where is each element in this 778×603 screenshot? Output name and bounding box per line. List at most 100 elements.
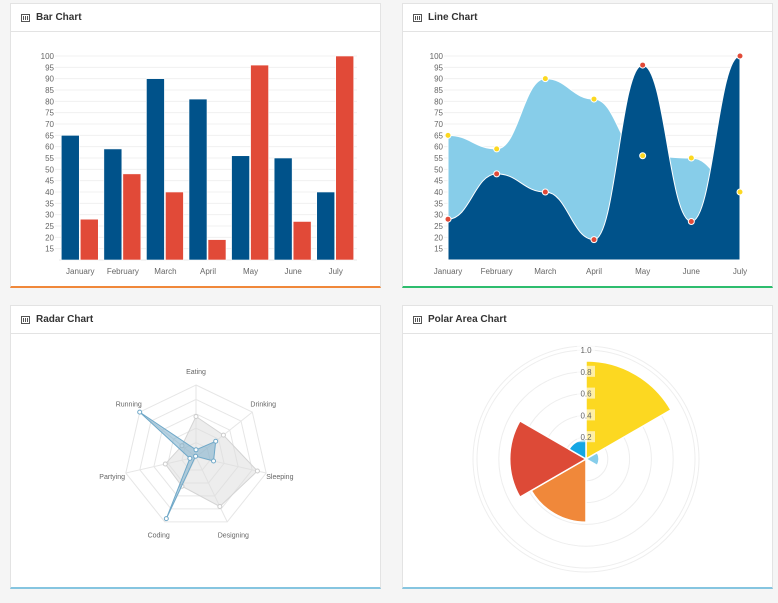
data-point bbox=[590, 95, 598, 103]
data-point bbox=[493, 170, 501, 178]
polar-segment bbox=[530, 457, 587, 523]
data-point bbox=[163, 516, 169, 522]
x-tick-label: March bbox=[534, 267, 556, 276]
grid-ring bbox=[153, 413, 239, 497]
data-point bbox=[541, 75, 549, 83]
bar-chart-panel: Bar Chart 15 20 25 30 35 40 45 50 55 60 65 70 75 80 85… bbox=[10, 3, 381, 288]
tick-backdrop bbox=[577, 365, 595, 377]
y-tick-label: 45 bbox=[45, 177, 54, 186]
polar-chart-panel: Polar Area Chart 0.2 0.4 0.6 0.8 1.0 bbox=[402, 305, 773, 589]
r-tick-label: 1.0 bbox=[580, 346, 592, 355]
y-tick-label: 25 bbox=[45, 222, 54, 231]
y-tick-label: 90 bbox=[434, 75, 443, 84]
radar-chart-panel: Radar Chart Eating Drinking Sleeping Design… bbox=[10, 305, 381, 589]
y-tick-label: 55 bbox=[45, 154, 54, 163]
y-tick-label: 25 bbox=[434, 222, 443, 231]
x-tick-label: March bbox=[154, 267, 176, 276]
bar-chart-icon bbox=[21, 315, 30, 324]
x-tick-label: February bbox=[107, 267, 139, 276]
series-area bbox=[447, 55, 741, 261]
data-point bbox=[444, 215, 452, 223]
y-tick-label: 100 bbox=[41, 52, 55, 61]
bar bbox=[207, 239, 227, 261]
bar bbox=[146, 78, 165, 261]
y-tick-label: 45 bbox=[434, 177, 443, 186]
bar-chart-icon bbox=[21, 13, 30, 22]
tick-backdrop bbox=[577, 344, 595, 355]
r-tick-label: 0.2 bbox=[580, 433, 592, 442]
y-tick-label: 35 bbox=[45, 199, 54, 208]
x-tick-label: January bbox=[66, 267, 94, 276]
y-tick-label: 15 bbox=[45, 245, 54, 254]
y-tick-label: 75 bbox=[434, 109, 443, 118]
panel-title: Polar Area Chart bbox=[428, 314, 507, 325]
bar bbox=[316, 191, 336, 261]
data-point bbox=[137, 409, 143, 415]
y-tick-label: 95 bbox=[45, 63, 54, 72]
data-point bbox=[213, 438, 219, 444]
y-tick-label: 70 bbox=[45, 120, 54, 129]
y-tick-label: 50 bbox=[434, 165, 443, 174]
polar-area-chart: 0.2 0.4 0.6 0.8 1.0 bbox=[472, 344, 700, 573]
panel-header: Line Chart bbox=[403, 4, 772, 32]
data-point bbox=[590, 236, 598, 244]
tick-backdrop bbox=[577, 387, 595, 399]
y-tick-label: 75 bbox=[45, 109, 54, 118]
axis-label: Coding bbox=[148, 532, 170, 539]
radar-chart: Eating Drinking Sleeping Designing Coding Par… bbox=[99, 369, 293, 539]
y-tick-label: 60 bbox=[434, 143, 443, 152]
x-tick-label: July bbox=[733, 267, 747, 276]
y-tick-label: 65 bbox=[434, 131, 443, 140]
data-point bbox=[187, 455, 193, 461]
polar-segment bbox=[585, 360, 672, 461]
data-point bbox=[162, 461, 168, 467]
y-tick-label: 20 bbox=[45, 233, 54, 242]
x-tick-label: May bbox=[635, 267, 650, 276]
panel-header: Polar Area Chart bbox=[403, 306, 772, 334]
bar bbox=[60, 135, 80, 261]
x-tick-label: July bbox=[329, 267, 343, 276]
bar-chart: 15 20 25 30 35 40 45 50 55 60 65 70 75 80 85 90 95 100 Jan… bbox=[41, 52, 357, 276]
data-point bbox=[193, 453, 199, 459]
y-tick-label: 20 bbox=[434, 233, 443, 242]
data-point bbox=[493, 145, 501, 153]
r-tick-label: 0.4 bbox=[580, 411, 592, 420]
y-tick-label: 30 bbox=[45, 211, 54, 220]
bar bbox=[188, 98, 208, 261]
y-tick-label: 95 bbox=[434, 63, 443, 72]
y-tick-label: 70 bbox=[434, 120, 443, 129]
y-tick-label: 100 bbox=[430, 52, 444, 61]
axis-label: Partying bbox=[99, 474, 125, 481]
data-point bbox=[254, 468, 260, 474]
x-tick-label: April bbox=[200, 267, 216, 276]
data-point bbox=[211, 458, 217, 464]
data-point bbox=[193, 414, 199, 419]
data-point bbox=[639, 61, 647, 69]
bar bbox=[292, 221, 312, 261]
axis-label: Designing bbox=[218, 532, 249, 539]
panel-title: Bar Chart bbox=[36, 12, 82, 23]
series-area bbox=[139, 411, 217, 519]
x-tick-label: February bbox=[481, 267, 513, 276]
x-tick-label: June bbox=[683, 267, 701, 276]
bar bbox=[250, 64, 269, 261]
polar-segment bbox=[509, 419, 588, 499]
y-tick-label: 15 bbox=[434, 245, 443, 254]
r-tick-label: 0.8 bbox=[580, 368, 592, 377]
bar bbox=[231, 155, 250, 261]
data-point bbox=[541, 188, 549, 196]
y-tick-label: 90 bbox=[45, 75, 54, 84]
x-tick-label: June bbox=[284, 267, 302, 276]
panel-title: Line Chart bbox=[428, 12, 478, 23]
y-tick-label: 40 bbox=[434, 188, 443, 197]
panel-header: Radar Chart bbox=[11, 306, 380, 334]
x-tick-label: May bbox=[243, 267, 258, 276]
tick-backdrop bbox=[577, 409, 595, 421]
data-point bbox=[736, 52, 744, 60]
y-tick-label: 60 bbox=[45, 143, 54, 152]
r-tick-label: 0.6 bbox=[580, 390, 592, 399]
y-tick-label: 80 bbox=[45, 97, 54, 106]
y-tick-label: 55 bbox=[434, 154, 443, 163]
tick-backdrop bbox=[577, 431, 595, 443]
y-tick-label: 65 bbox=[45, 131, 54, 140]
